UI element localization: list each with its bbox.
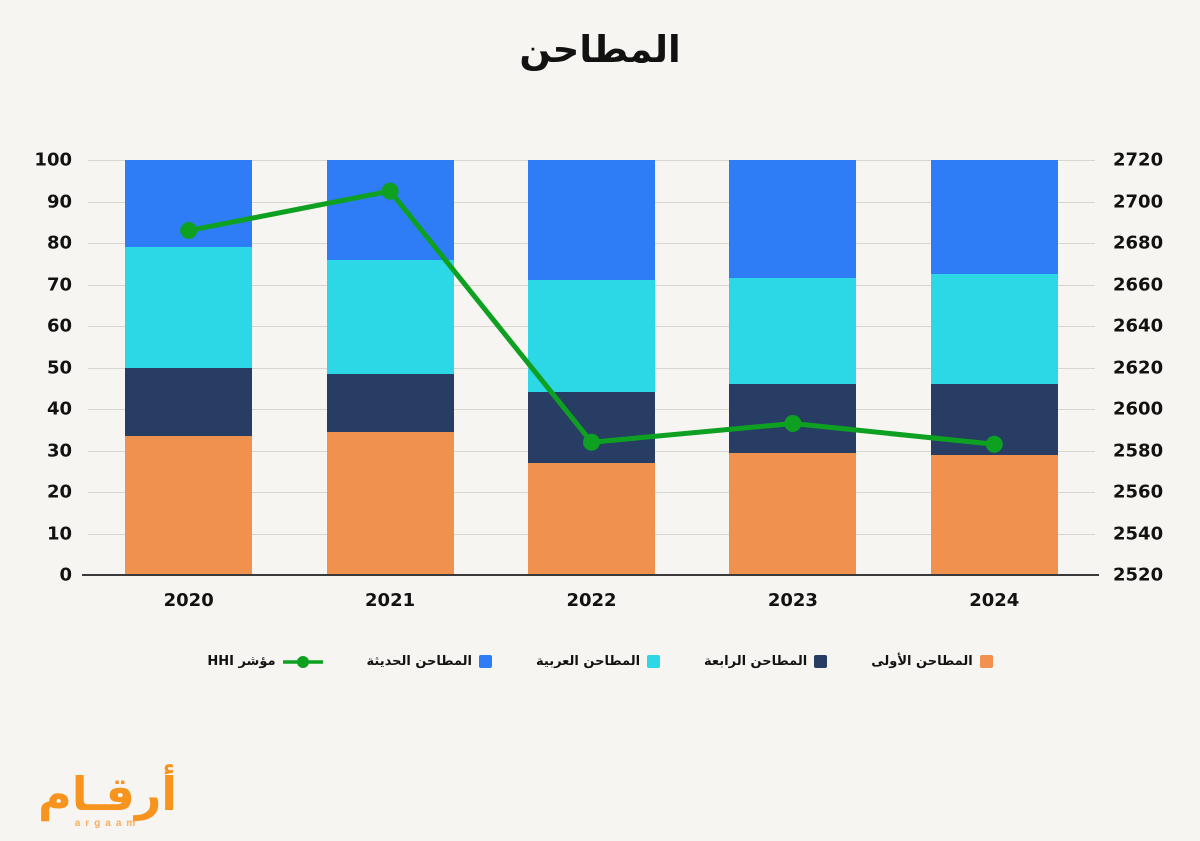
y-axis-right-label: 2640 [1113, 315, 1164, 337]
legend-label: المطاحن الأولى [871, 654, 973, 669]
bar-segment [125, 367, 253, 436]
y-axis-left-label: 80 [46, 232, 72, 254]
legend-item: مؤشر HHI [207, 654, 323, 669]
bar-segment [125, 247, 253, 368]
plot-area: 0 2520 10 2540 20 2560 30 2580 40 2600 50 2620 60 264… [34, 150, 1163, 612]
y-axis-right-label: 2700 [1113, 191, 1164, 212]
argaam-logo: أرقـام argaam [38, 768, 177, 829]
hhi-point [784, 415, 802, 433]
y-axis-right-label: 2660 [1113, 274, 1164, 295]
y-axis-left-label: 20 [46, 481, 72, 503]
legend: المطاحن الأولى المطاحن الرابعة المطاحن الع… [0, 654, 1200, 669]
x-axis-label: 2024 [969, 590, 1020, 611]
y-axis-left-label: 90 [46, 191, 72, 212]
y-axis-left-label: 60 [46, 315, 72, 337]
x-axis-label: 2022 [566, 590, 617, 611]
legend-swatch [647, 655, 661, 668]
y-axis-right-label: 2720 [1113, 149, 1164, 171]
bar-segment [729, 452, 857, 575]
bar-segment [528, 392, 655, 463]
hhi-line [186, 188, 997, 447]
hhi-point [180, 222, 198, 240]
y-axis-right-label: 2540 [1113, 523, 1164, 544]
bar-segment [326, 259, 454, 374]
bar-segment [729, 160, 857, 279]
bar-segment [528, 160, 655, 281]
y-axis-left-label: 70 [46, 274, 72, 295]
y-axis-right-label: 2680 [1113, 232, 1164, 254]
y-axis-left-label: 30 [46, 440, 72, 461]
y-axis-left-label: 0 [59, 564, 72, 586]
argaam-logo-wordmark: أرقـام [38, 767, 178, 822]
x-axis-label: 2023 [767, 590, 818, 611]
chart-title: المطاحن [519, 28, 681, 71]
bar-segment [930, 454, 1058, 575]
hhi-line-layer [180, 182, 1003, 453]
legend-line-marker [282, 655, 323, 668]
bar-segment [528, 280, 655, 393]
legend-label: المطاحن الحديثة [366, 654, 473, 669]
y-axis-left-label: 100 [34, 149, 72, 171]
x-axis-line [82, 574, 1099, 576]
bar-segment [326, 373, 454, 432]
legend-item: المطاحن الأولى [871, 654, 993, 669]
y-axis-right-label: 2560 [1113, 481, 1164, 503]
hhi-point [985, 435, 1003, 453]
hhi-point [381, 182, 399, 200]
legend-swatch [479, 655, 493, 668]
bar-segment [125, 435, 253, 575]
legend-item: المطاحن العربية [536, 654, 661, 669]
legend-label: المطاحن الرابعة [704, 654, 808, 669]
bar-segment [930, 274, 1058, 385]
y-axis-left-label: 50 [46, 357, 72, 378]
bar-segment [326, 431, 454, 575]
legend-swatch [814, 655, 828, 668]
legend-item: المطاحن الحديثة [366, 654, 493, 669]
y-axis-right-label: 2620 [1113, 357, 1164, 378]
legend-label: مؤشر HHI [207, 654, 276, 669]
y-axis-left-label: 10 [46, 523, 72, 544]
bar-segment [528, 462, 655, 575]
bar-segment [930, 160, 1058, 275]
legend-label: المطاحن العربية [536, 654, 641, 669]
y-axis-right-label: 2580 [1113, 440, 1164, 461]
x-axis-label: 2021 [365, 590, 416, 611]
y-axis-left-label: 40 [46, 398, 72, 420]
y-axis-right-label: 2600 [1113, 398, 1164, 420]
y-axis-right-label: 2520 [1113, 564, 1164, 586]
x-axis-label: 2020 [163, 590, 214, 611]
legend-swatch [979, 655, 993, 668]
argaam-logo-latin: argaam [74, 818, 141, 829]
legend-item: المطاحن الرابعة [704, 654, 828, 669]
hhi-point [583, 433, 600, 451]
bar-segment [729, 278, 857, 385]
